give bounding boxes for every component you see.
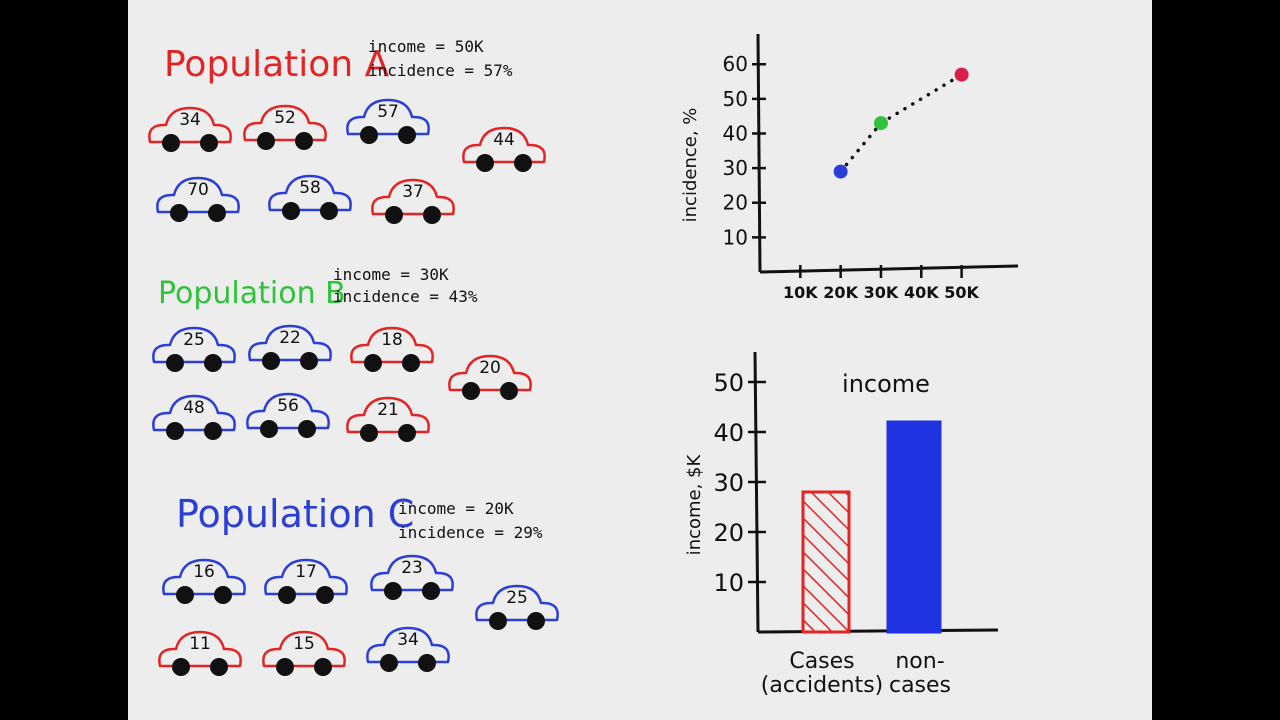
population-b-income: income = 30K [333, 265, 449, 284]
car-icon: 37 [371, 178, 455, 224]
scatter-y-tick-label: 50 [723, 87, 748, 111]
population-c-incidence: incidence = 29% [398, 523, 543, 542]
car-icon: 17 [264, 558, 348, 604]
bar-x-axis [757, 628, 999, 634]
car-label: 18 [381, 330, 403, 350]
car-icon: 25 [152, 326, 236, 372]
bar-y-tick-label: 20 [713, 519, 744, 547]
car-icon: 57 [346, 98, 430, 144]
car-label: 17 [295, 562, 317, 582]
population-b-title: Population B [158, 276, 346, 311]
population-a-income: income = 50K [368, 37, 484, 56]
car-label: 15 [293, 634, 315, 654]
scatter-x-tick-label: 50K [944, 283, 979, 302]
bar-y-tick-label: 50 [713, 369, 744, 397]
scatter-x-tick-label: 10K [783, 283, 818, 302]
car-label: 56 [277, 396, 299, 416]
scatter-y-tick-label: 30 [723, 156, 748, 180]
scatter-x-tick-label: 20K [823, 283, 858, 302]
income-bar-chart: income income, $K 10 20 30 40 50 Cases(accide… [684, 351, 999, 698]
car-icon: 11 [158, 630, 242, 676]
incidence-scatter-chart: incidence, % 10 20 30 40 50 60 10K 20K 30K 40K 50K [680, 33, 1019, 302]
scatter-trend-line [838, 72, 964, 174]
car-icon: 44 [462, 126, 546, 172]
bar-cases [801, 490, 851, 634]
bar-category-label: cases [889, 673, 951, 698]
scatter-y-tick-label: 20 [723, 191, 748, 215]
bar-y-tick-label: 10 [713, 569, 744, 597]
car-icon: 18 [350, 326, 434, 372]
car-icon: 20 [448, 354, 532, 400]
car-icon: 52 [243, 104, 327, 150]
car-label: 21 [377, 400, 399, 420]
bar-y-tick-label: 30 [713, 469, 744, 497]
population-b-incidence: incidence = 43% [333, 287, 478, 306]
bar-y-tick-label: 40 [713, 419, 744, 447]
scatter-x-tick-label: 40K [904, 283, 939, 302]
bar-category-label: (accidents) [761, 673, 883, 698]
car-label: 11 [189, 634, 211, 654]
car-label: 58 [299, 178, 321, 198]
car-icon: 23 [370, 554, 454, 600]
car-label: 57 [377, 102, 399, 122]
car-icon: 22 [248, 324, 332, 370]
population-a-incidence: incidence = 57% [368, 61, 513, 80]
bar-y-axis [753, 351, 760, 633]
bar-chart-title: income [842, 370, 930, 398]
scatter-x-tick-label: 30K [864, 283, 899, 302]
car-label: 25 [183, 330, 205, 350]
car-icon: 70 [156, 176, 240, 222]
scatter-x-axis [759, 264, 1019, 274]
car-icon: 15 [262, 630, 346, 676]
scatter-point [954, 67, 969, 82]
car-label: 25 [506, 588, 528, 608]
scatter-y-tick-label: 10 [723, 225, 748, 249]
car-label: 34 [179, 110, 201, 130]
car-label: 20 [479, 358, 501, 378]
car-icon: 34 [366, 626, 450, 672]
car-icon: 21 [346, 396, 430, 442]
scatter-point [873, 116, 888, 131]
car-icon: 25 [475, 584, 559, 630]
whiteboard: Population A income = 50K incidence = 57… [128, 0, 1152, 720]
bar-category-label: Cases [789, 649, 854, 674]
car-label: 37 [402, 182, 424, 202]
car-icon: 58 [268, 174, 352, 220]
population-c-title: Population C [176, 492, 415, 536]
scatter-y-tick-label: 40 [723, 121, 748, 145]
car-label: 23 [401, 558, 423, 578]
scatter-y-tick-label: 60 [723, 52, 748, 76]
car-label: 44 [493, 130, 515, 150]
car-label: 22 [279, 328, 301, 348]
car-label: 48 [183, 398, 205, 418]
bar-category-label: non- [895, 649, 944, 674]
bar-y-axis-label: income, $K [684, 453, 705, 555]
car-label: 52 [274, 108, 296, 128]
car-icon: 56 [246, 392, 330, 438]
car-label: 16 [193, 562, 215, 582]
car-label: 70 [187, 180, 209, 200]
car-icon: 34 [148, 106, 232, 152]
car-icon: 16 [162, 558, 246, 604]
bar-non-cases [886, 420, 942, 634]
car-label: 34 [397, 630, 419, 650]
car-icon: 48 [152, 394, 236, 440]
scatter-point [833, 164, 848, 179]
population-c-income: income = 20K [398, 499, 514, 518]
scatter-y-axis-label: incidence, % [680, 108, 701, 223]
population-a-title: Population A [164, 44, 390, 85]
scatter-y-axis [756, 33, 762, 273]
cars-layer: 34 52 57 44 70 58 37 25 22 18 20 48 56 21 16 17 23 25 11 15… [148, 98, 559, 676]
